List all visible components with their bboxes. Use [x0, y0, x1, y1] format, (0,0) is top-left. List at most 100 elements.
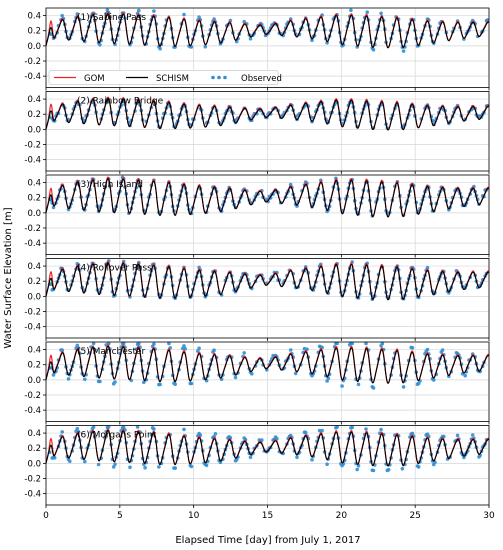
panel-label: (2) Rainbow Bridge — [77, 97, 164, 107]
y-tick-label: 0.2 — [27, 110, 41, 120]
panel-label: (4) Rollover Pass — [77, 264, 152, 274]
observed-point — [106, 425, 111, 429]
x-tick-label: 5 — [117, 511, 123, 521]
observed-point — [52, 456, 57, 460]
observed-point — [364, 341, 368, 346]
observed-point — [350, 341, 355, 346]
observed-point — [113, 462, 117, 467]
observed-point — [440, 348, 445, 352]
y-tick-label: 0.2 — [27, 444, 41, 454]
y-tick-label: 0.4 — [27, 346, 41, 356]
x-tick-label: 20 — [336, 511, 348, 521]
y-tick-label: 0.4 — [27, 429, 41, 439]
observed-point — [128, 465, 132, 470]
observed-point — [137, 8, 141, 13]
observed-point — [197, 346, 201, 351]
legend-observed-marker — [217, 75, 221, 80]
observed-point — [189, 381, 194, 386]
schism-line — [45, 429, 490, 467]
observed-point — [60, 13, 64, 18]
y-tick-label: 0.0 — [27, 125, 41, 135]
observed-point — [455, 433, 460, 438]
observed-point — [189, 464, 194, 469]
y-tick-label: 0.4 — [27, 179, 41, 189]
observed-point — [371, 468, 376, 473]
observed-point — [335, 341, 339, 346]
observed-point — [250, 372, 254, 376]
observed-point — [425, 347, 430, 352]
observed-point — [242, 351, 246, 355]
y-tick-label: 0.2 — [27, 27, 41, 37]
observed-point — [462, 455, 466, 460]
schism-line — [45, 178, 490, 218]
y-tick-label: -0.2 — [24, 391, 41, 401]
schism-line — [45, 262, 490, 301]
observed-point — [379, 427, 383, 432]
observed-point — [51, 373, 56, 377]
observed-point — [212, 348, 216, 353]
observed-point — [51, 205, 56, 210]
observed-point — [432, 378, 436, 382]
observed-point — [83, 459, 87, 464]
y-tick-label: 0.2 — [27, 194, 41, 204]
legend-observed-marker — [211, 75, 215, 80]
observed-point — [182, 344, 186, 348]
panel-label: (6) Morgans Point — [77, 431, 157, 441]
observed-point — [364, 427, 368, 431]
observed-point — [371, 48, 376, 52]
x-tick-label: 30 — [483, 511, 495, 521]
y-axis-label: Water Surface Elevation [m] — [3, 207, 14, 348]
panel-label: (3) High Island — [77, 180, 143, 190]
observed-point — [463, 373, 468, 378]
observed-point — [203, 44, 208, 49]
y-tick-label: 0.4 — [27, 95, 41, 105]
y-tick-label: -0.2 — [24, 141, 41, 151]
observed-point — [152, 427, 156, 431]
y-tick-label: 0.2 — [27, 277, 41, 287]
y-tick-label: -0.4 — [24, 156, 41, 166]
observed-point — [365, 10, 370, 14]
observed-point — [401, 49, 406, 53]
x-tick-label: 0 — [43, 511, 49, 521]
panel: -0.4 -0.2 0.0 0.2 0.4 (1) Sabine Pass GOM SCHIS… — [24, 7, 490, 91]
observed-point — [213, 432, 218, 436]
y-tick-label: -0.2 — [24, 224, 41, 234]
legend: GOM SCHISM Observed — [48, 70, 282, 85]
observed-point — [152, 342, 156, 346]
observed-point — [173, 382, 177, 387]
observed-point — [113, 380, 117, 384]
observed-point — [400, 466, 405, 471]
observed-point — [76, 346, 81, 351]
y-tick-label: 0.2 — [27, 361, 41, 371]
observed-point — [310, 458, 314, 462]
observed-point — [288, 348, 293, 352]
observed-point — [157, 465, 161, 469]
observed-point — [303, 430, 308, 435]
y-tick-label: -0.4 — [24, 72, 41, 82]
panel: -0.4 -0.2 0.0 0.2 0.4 (4) Rollover Pass — [24, 258, 490, 341]
y-tick-label: 0.0 — [27, 376, 41, 386]
observed-point — [386, 467, 391, 472]
observed-point — [68, 459, 72, 464]
observed-point — [66, 377, 71, 381]
observed-point — [234, 457, 239, 462]
y-tick-label: -0.4 — [24, 323, 41, 333]
schism-line — [45, 98, 490, 131]
observed-point — [152, 9, 156, 13]
observed-point — [167, 341, 171, 346]
y-tick-label: -0.2 — [24, 475, 41, 485]
observed-point — [158, 46, 162, 51]
observed-point — [248, 36, 253, 41]
observed-point — [91, 425, 96, 429]
observed-point — [356, 382, 361, 387]
panel-label: (5) Manchester — [77, 347, 146, 357]
observed-point — [121, 341, 126, 346]
schism-line — [45, 13, 490, 49]
y-tick-label: 0.4 — [27, 12, 41, 22]
observed-point — [83, 377, 87, 382]
y-tick-label: 0.4 — [27, 262, 41, 272]
observed-point — [98, 379, 102, 384]
observed-point — [75, 343, 80, 348]
panel: -0.4 -0.2 0.0 0.2 0.4 0 5 10 15 20 25 30 (6) Morgans… — [24, 425, 495, 521]
